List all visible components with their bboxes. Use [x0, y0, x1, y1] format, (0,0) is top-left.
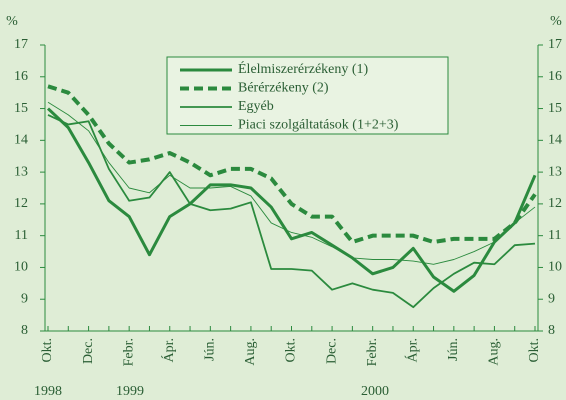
y2-tick-label: 14 — [548, 133, 562, 148]
y-tick-label: 11 — [15, 228, 28, 243]
y-tick-label: 9 — [21, 291, 28, 306]
x-tick-label: Okt. — [527, 338, 542, 363]
y2-tick-label: 13 — [548, 164, 562, 179]
y2-axis-label: % — [550, 14, 562, 29]
y-tick-label: 10 — [14, 260, 28, 275]
series-line — [47, 101, 536, 265]
y2-tick-label: 8 — [548, 323, 555, 338]
x-tick-label: Jún. — [446, 338, 461, 361]
x-tick-label: Aug. — [243, 338, 258, 366]
y2-tick-label: 12 — [548, 196, 562, 211]
x-tick-label: Febr. — [121, 338, 136, 366]
y-axis-label: % — [6, 14, 18, 29]
x-tick-label: Okt. — [284, 338, 299, 363]
x-tick-label: Dec. — [324, 338, 339, 364]
x-tick-label: Ápr. — [403, 338, 420, 363]
y-tick-label: 13 — [14, 164, 28, 179]
y2-tick-label: 11 — [548, 228, 561, 243]
y-tick-label: 16 — [14, 69, 28, 84]
x-tick-label: Aug. — [487, 338, 502, 366]
y2-tick-label: 9 — [548, 291, 555, 306]
x-tick-label: Dec. — [81, 338, 96, 364]
y2-tick-label: 10 — [548, 260, 562, 275]
x-tick-label: Ápr. — [160, 338, 177, 363]
series-line — [47, 84, 537, 245]
y-tick-label: 8 — [21, 323, 28, 338]
y2-tick-label: 17 — [548, 37, 562, 52]
x-tick-label: Febr. — [365, 338, 380, 366]
y2-tick-label: 16 — [548, 69, 562, 84]
y-tick-label: 12 — [14, 196, 28, 211]
y-tick-label: 15 — [14, 101, 28, 116]
x-tick-label: Okt. — [40, 338, 55, 363]
legend-label: Egyéb — [238, 99, 274, 114]
y-tick-label: 17 — [14, 37, 28, 52]
year-label: 1998 — [34, 384, 62, 399]
legend-label: Bérérzékeny (2) — [238, 81, 329, 96]
y-tick-label: 14 — [14, 133, 28, 148]
year-label: 2000 — [361, 384, 389, 399]
y2-tick-label: 15 — [548, 101, 562, 116]
legend-label: Élelmiszerérzékeny (1) — [238, 60, 369, 77]
series-line — [46, 107, 537, 293]
series-line — [47, 114, 536, 309]
legend-label: Piaci szolgáltatások (1+2+3) — [238, 118, 399, 133]
year-label: 1999 — [116, 384, 144, 399]
x-tick-label: Jún. — [203, 338, 218, 361]
